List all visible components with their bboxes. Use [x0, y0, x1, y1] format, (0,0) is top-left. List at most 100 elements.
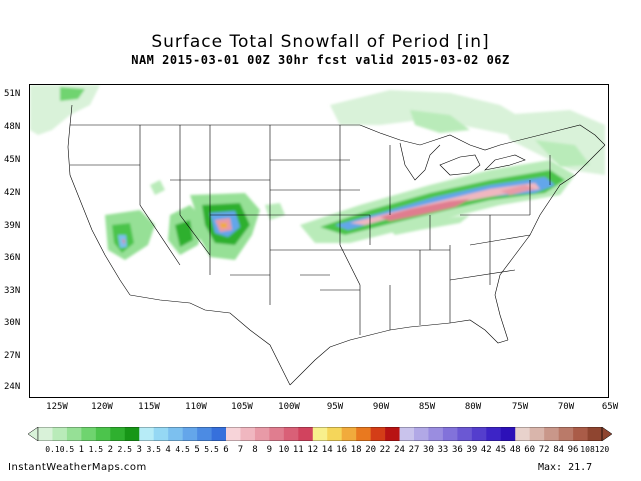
- lat-label: 24N: [4, 382, 21, 392]
- lon-label: 85W: [418, 402, 436, 412]
- lat-label: 30N: [4, 318, 21, 328]
- lat-label: 51N: [4, 89, 21, 99]
- colorbar-segment: [500, 427, 516, 441]
- colorbar-segment: [471, 427, 487, 441]
- colorbar-label: 7: [237, 445, 244, 455]
- lon-label: 100W: [278, 402, 300, 412]
- colorbar-segment: [587, 427, 603, 441]
- colorbar-segment: [211, 427, 227, 441]
- lon-label: 95W: [326, 402, 344, 412]
- lon-label: 120W: [91, 402, 113, 412]
- source-credit: InstantWeatherMaps.com: [8, 462, 147, 473]
- colorbar-label: 48: [509, 445, 521, 455]
- colorbar-segment: [428, 427, 444, 441]
- colorbar-segment: [370, 427, 386, 441]
- colorbar-segment: [139, 427, 154, 441]
- snowfall-map: [29, 84, 609, 398]
- snow-band: [300, 160, 575, 243]
- colorbar-segment: [298, 427, 314, 441]
- colorbar-segment: [558, 427, 574, 441]
- colorbar-segment: [182, 427, 198, 441]
- colorbar-label: 3: [136, 445, 142, 455]
- colorbar-label: 9: [266, 445, 273, 455]
- colorbar-label: 4: [165, 445, 171, 455]
- colorbar-label: 108: [580, 445, 595, 454]
- colorbar-label: 0.5: [59, 445, 75, 454]
- colorbar-label: 42: [480, 445, 492, 455]
- colorbar-left-arrow: [28, 427, 39, 441]
- colorbar-label: 1: [78, 445, 85, 455]
- colorbar-label: 45: [495, 445, 507, 455]
- colorbar-label: 33: [437, 445, 449, 455]
- colorbar-segment: [124, 427, 140, 441]
- lat-label: 42N: [4, 188, 21, 198]
- colorbar-label: 5.5: [204, 445, 219, 454]
- colorbar-segment: [153, 427, 169, 441]
- colorbar-label: 4.5: [175, 445, 190, 454]
- colorbar-segment: [226, 427, 241, 441]
- colorbar-label: 84: [553, 445, 565, 455]
- colorbar-label: 10: [278, 445, 290, 455]
- lon-label: 80W: [464, 402, 482, 412]
- lon-label: 110W: [185, 402, 207, 412]
- colorbar-segment: [38, 427, 53, 441]
- colorbar-segment: [327, 427, 342, 441]
- colorbar-label: 60: [524, 445, 536, 455]
- lon-label: 90W: [372, 402, 390, 412]
- colorbar-label: 5: [194, 445, 200, 455]
- colorbar-right-arrow: [601, 427, 612, 441]
- colorbar-label: 36: [451, 445, 463, 455]
- colorbar-segment: [66, 427, 82, 441]
- lon-label: 105W: [231, 402, 253, 412]
- colorbar-segment: [254, 427, 270, 441]
- state-boundaries: [67, 104, 606, 386]
- colorbar-label: 14: [321, 445, 333, 455]
- colorbar-label: 12: [307, 445, 319, 455]
- colorbar-segment: [414, 427, 429, 441]
- colorbar-label: 96: [567, 445, 579, 455]
- colorbar-label: 2: [107, 445, 114, 455]
- snow-west: [105, 180, 285, 260]
- colorbar-label: 72: [538, 445, 550, 455]
- colorbar-segment: [341, 427, 357, 441]
- colorbar-segment: [312, 427, 328, 441]
- colorbar-label: 16: [336, 445, 348, 455]
- colorbar-label: 20: [365, 445, 377, 455]
- colorbar-segment: [110, 427, 126, 441]
- colorbar-label: 24: [394, 445, 405, 455]
- lat-label: 39N: [4, 221, 21, 231]
- colorbar-label: 3.5: [146, 445, 161, 454]
- lon-label: 65W: [601, 402, 619, 412]
- colorbar-segment: [283, 427, 299, 441]
- lat-label: 45N: [4, 155, 21, 165]
- colorbar-segment: [399, 427, 415, 441]
- colorbar-segment: [442, 427, 458, 441]
- max-value: Max: 21.7: [538, 462, 593, 473]
- colorbar-segment: [269, 427, 285, 441]
- colorbar-segment: [457, 427, 473, 441]
- colorbar-segment: [197, 427, 212, 441]
- colorbar-label: 2.5: [117, 445, 132, 454]
- colorbar-segment: [168, 427, 183, 441]
- lat-label: 33N: [4, 286, 21, 296]
- lon-label: 115W: [138, 402, 160, 412]
- colorbar-label: 11: [292, 445, 304, 455]
- colorbar-frame: [37, 427, 603, 441]
- colorbar-label: 30: [423, 445, 434, 455]
- colorbar-segment: [95, 427, 111, 441]
- colorbar-segment: [515, 427, 530, 441]
- lat-label: 27N: [4, 351, 21, 361]
- lat-label: 48N: [4, 122, 21, 132]
- colorbar-segment: [529, 427, 545, 441]
- snowfall-colorbar: [28, 427, 612, 441]
- lon-label: 125W: [46, 402, 68, 412]
- lon-label: 75W: [511, 402, 529, 412]
- colorbar-label: 1.5: [88, 445, 104, 454]
- colorbar-segment: [486, 427, 502, 441]
- map-title: Surface Total Snowfall of Period [in]: [151, 32, 490, 52]
- colorbar-segment: [81, 427, 97, 441]
- colorbar-label: 22: [379, 445, 391, 455]
- colorbar-segment: [544, 427, 559, 441]
- colorbar-label: 0.1: [45, 445, 60, 454]
- colorbar-segment: [385, 427, 400, 441]
